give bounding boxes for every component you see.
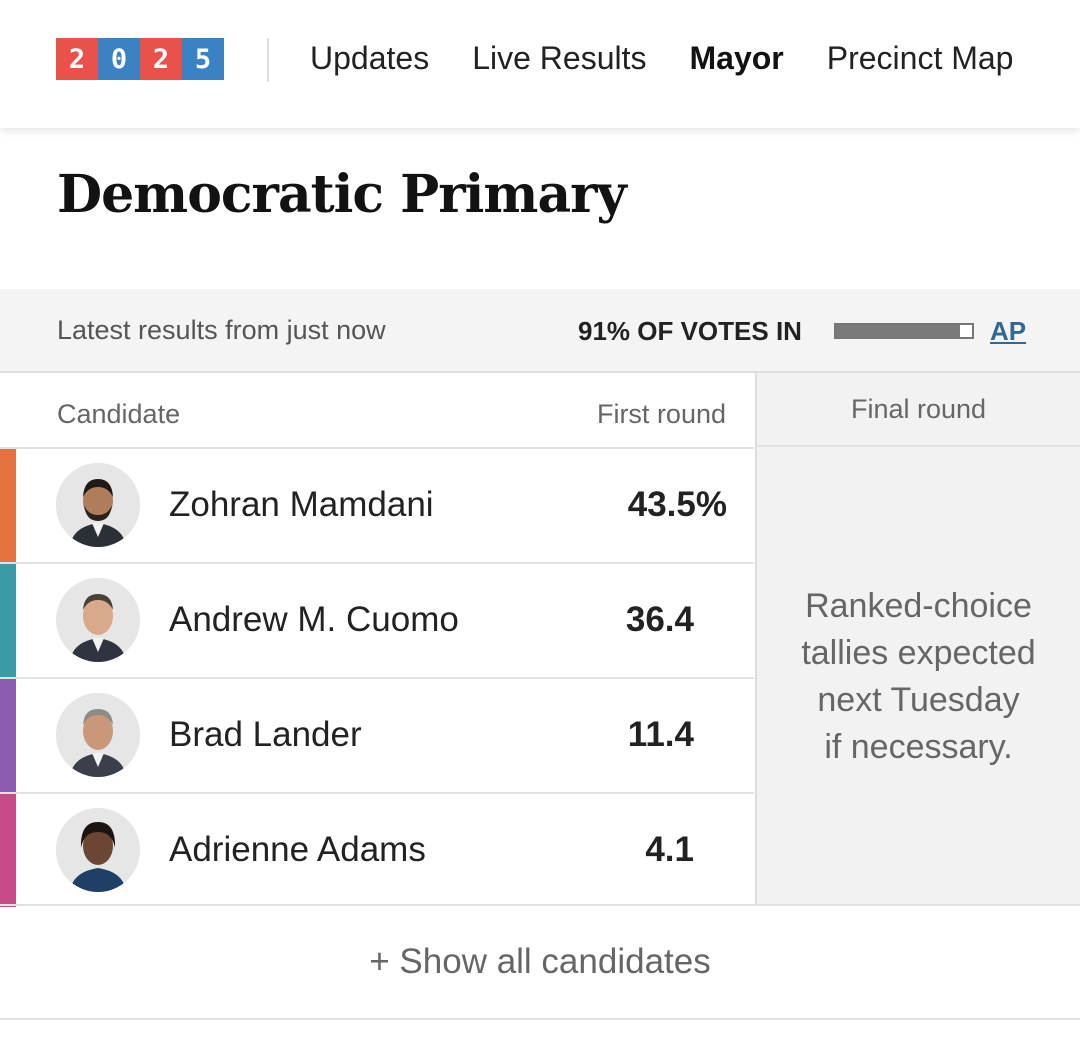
logo-digit: 2 <box>140 38 182 80</box>
top-nav: 2 0 2 5 Updates Live Results Mayor Preci… <box>0 0 1080 128</box>
candidate-first-round: 36.4 <box>625 600 694 639</box>
table-row[interactable]: Brad Lander 11.4 <box>0 679 754 794</box>
candidate-first-round: 4.1 <box>645 830 694 869</box>
results-table: Candidate First round Final round Ranked… <box>0 371 1080 907</box>
votes-in-progress-bar <box>834 323 974 339</box>
column-header-first-round: First round <box>596 399 726 429</box>
votes-in-progress-fill <box>836 325 960 337</box>
candidate-name: Andrew M. Cuomo <box>169 600 459 639</box>
election-2025-logo[interactable]: 2 0 2 5 <box>56 38 224 80</box>
nav-divider <box>267 38 269 82</box>
candidate-name: Zohran Mamdani <box>169 485 434 524</box>
votes-in-label: 91% OF VOTES IN <box>578 316 802 346</box>
nav-item-live-results[interactable]: Live Results <box>472 39 647 76</box>
results-status-bar: Latest results from just now 91% OF VOTE… <box>0 289 1080 371</box>
latest-results-text: Latest results from just now <box>57 315 386 345</box>
avatar <box>56 463 140 547</box>
candidate-color-strip <box>0 449 16 562</box>
portrait-icon <box>56 808 140 892</box>
candidate-first-round: 11.4 <box>627 715 694 754</box>
nav-item-updates[interactable]: Updates <box>310 39 430 76</box>
nav-item-precinct-map[interactable]: Precinct Map <box>826 39 1014 76</box>
portrait-icon <box>56 463 140 547</box>
nav-menu: Updates Live Results Mayor Precinct Map <box>310 34 1013 82</box>
column-header-final-round: Final round <box>757 373 1080 447</box>
candidate-name: Brad Lander <box>169 715 362 754</box>
table-row[interactable]: Adrienne Adams 4.1 <box>0 794 754 907</box>
avatar <box>56 578 140 662</box>
candidate-rows: Zohran Mamdani 43.5% Andrew M. Cuomo 36.… <box>0 449 754 907</box>
candidate-color-strip <box>0 794 16 907</box>
final-round-note: Ranked-choice tallies expected next Tues… <box>801 587 1036 766</box>
candidate-first-round: 43.5% <box>627 485 727 524</box>
ap-source-link[interactable]: AP <box>990 316 1027 346</box>
candidate-color-strip <box>0 679 16 792</box>
candidate-color-strip <box>0 564 16 677</box>
show-all-candidates-button[interactable]: + Show all candidates <box>0 904 1080 1020</box>
final-round-column: Final round Ranked-choice tallies expect… <box>755 373 1080 906</box>
column-header-candidate: Candidate <box>57 399 181 429</box>
logo-digit: 0 <box>98 38 140 80</box>
portrait-icon <box>56 578 140 662</box>
table-row[interactable]: Zohran Mamdani 43.5% <box>0 449 754 564</box>
table-row[interactable]: Andrew M. Cuomo 36.4 <box>0 564 754 679</box>
avatar <box>56 693 140 777</box>
table-header: Candidate First round <box>0 373 754 449</box>
page-title: Democratic Primary <box>57 164 627 225</box>
portrait-icon <box>56 693 140 777</box>
logo-digit: 2 <box>56 38 98 80</box>
avatar <box>56 808 140 892</box>
logo-digit: 5 <box>182 38 224 80</box>
nav-item-mayor[interactable]: Mayor <box>689 39 784 76</box>
candidate-name: Adrienne Adams <box>169 830 426 869</box>
